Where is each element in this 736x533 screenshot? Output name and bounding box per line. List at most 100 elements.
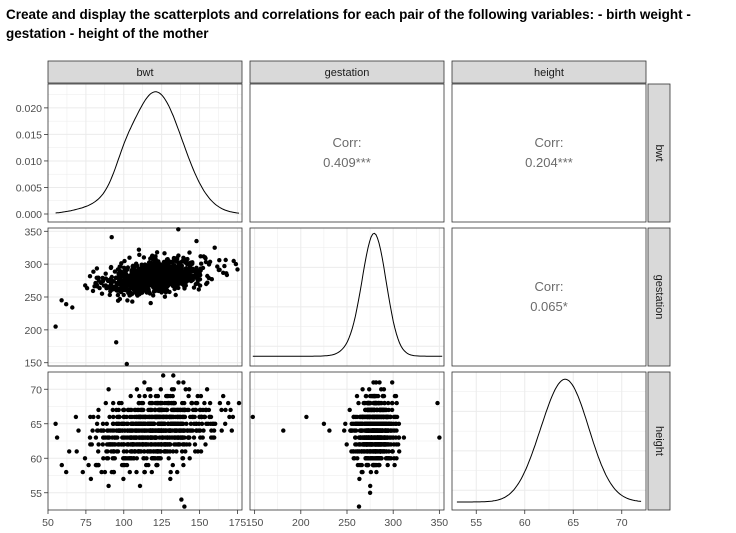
point-height-gestation: [373, 380, 379, 385]
point-gestation-bwt: [190, 275, 196, 281]
point-height-bwt: [228, 407, 233, 413]
point-height-bwt: [221, 393, 226, 399]
point-height-bwt: [141, 456, 147, 461]
point-gestation-bwt: [216, 267, 221, 273]
strip-col-gestation: [249, 60, 445, 84]
point-height-bwt: [110, 435, 115, 440]
point-height-bwt: [129, 456, 134, 461]
point-height-bwt: [140, 414, 145, 420]
point-height-bwt: [128, 393, 133, 399]
point-height-bwt: [53, 421, 58, 426]
point-height-bwt: [111, 421, 116, 426]
point-gestation-bwt: [194, 276, 200, 281]
point-height-gestation: [389, 400, 395, 406]
strip-col-label: bwt: [136, 67, 153, 79]
point-height-gestation: [385, 462, 390, 468]
point-height-gestation: [372, 393, 377, 399]
point-height-bwt: [121, 456, 127, 461]
point-gestation-bwt: [201, 254, 206, 259]
point-gestation-bwt: [94, 266, 100, 271]
point-gestation-bwt: [191, 285, 197, 290]
point-height-bwt: [116, 421, 121, 426]
point-gestation-bwt: [122, 267, 128, 272]
point-height-bwt: [223, 421, 228, 426]
point-gestation-bwt: [128, 280, 134, 285]
point-height-bwt: [157, 435, 162, 440]
strip-row-label: gestation: [653, 275, 665, 320]
point-height-bwt: [124, 449, 129, 454]
corr-label: Corr:: [535, 135, 564, 150]
point-height-bwt: [76, 428, 81, 433]
point-height-bwt: [207, 414, 212, 420]
point-height-bwt: [197, 407, 203, 413]
point-height-bwt: [59, 462, 64, 468]
point-height-bwt: [82, 456, 88, 461]
point-height-gestation: [374, 414, 379, 420]
point-gestation-bwt: [150, 279, 155, 284]
point-gestation-bwt: [138, 268, 143, 274]
point-gestation-bwt: [117, 276, 123, 282]
point-height-bwt: [133, 407, 138, 413]
point-height-bwt: [115, 449, 121, 454]
point-gestation-bwt: [146, 280, 151, 285]
point-gestation-bwt: [145, 275, 150, 281]
point-height-gestation: [281, 428, 286, 433]
point-height-gestation: [392, 462, 397, 468]
point-height-gestation: [364, 456, 369, 461]
point-height-gestation: [360, 469, 365, 475]
point-gestation-bwt: [187, 273, 192, 278]
point-gestation-bwt: [131, 275, 137, 280]
point-height-gestation: [373, 435, 379, 440]
point-gestation-bwt: [136, 247, 142, 252]
point-gestation-bwt: [151, 289, 157, 294]
point-height-gestation: [376, 442, 381, 447]
point-gestation-bwt: [90, 288, 96, 294]
point-height-gestation: [366, 462, 371, 468]
point-height-bwt: [219, 407, 224, 413]
point-height-bwt: [149, 421, 154, 426]
point-gestation-bwt: [190, 269, 195, 274]
point-height-bwt: [129, 449, 134, 454]
point-height-bwt: [190, 407, 196, 413]
point-gestation-bwt: [162, 294, 168, 299]
point-height-bwt: [142, 380, 147, 385]
y-tick-label: 0.000: [16, 209, 42, 221]
point-height-gestation: [381, 421, 387, 426]
point-gestation-bwt: [231, 258, 236, 264]
point-height-gestation: [372, 449, 378, 454]
point-gestation-bwt: [112, 269, 118, 274]
point-height-gestation: [376, 462, 382, 468]
point-height-bwt: [204, 387, 210, 392]
x-tick-label: 100: [115, 517, 133, 529]
point-height-bwt: [136, 428, 142, 433]
x-tick-label: 150: [246, 517, 264, 529]
point-height-bwt: [180, 400, 185, 406]
point-height-bwt: [127, 414, 133, 420]
point-height-gestation: [356, 421, 362, 426]
point-gestation-bwt: [194, 269, 199, 274]
point-height-gestation: [250, 414, 255, 420]
point-height-bwt: [141, 421, 146, 426]
point-height-bwt: [168, 469, 173, 475]
point-height-gestation: [374, 407, 380, 413]
point-height-bwt: [88, 414, 93, 420]
point-gestation-bwt: [83, 283, 88, 288]
point-gestation-bwt: [179, 279, 185, 284]
point-height-bwt: [178, 421, 183, 426]
point-gestation-bwt: [126, 288, 132, 293]
point-height-bwt: [197, 414, 202, 420]
point-height-bwt: [195, 393, 200, 399]
point-gestation-bwt: [104, 286, 109, 291]
point-height-bwt: [91, 414, 96, 420]
density-curve-gestation: [252, 232, 443, 357]
point-height-bwt: [94, 421, 100, 426]
point-gestation-bwt: [156, 278, 161, 283]
point-height-gestation: [382, 400, 387, 406]
point-height-bwt: [173, 414, 178, 420]
point-height-bwt: [217, 400, 223, 406]
y-tick-label: 0.015: [16, 129, 42, 141]
x-tick-label: 350: [431, 517, 449, 529]
point-height-bwt: [177, 414, 182, 420]
point-height-bwt: [168, 428, 173, 433]
y-tick-label: 150: [24, 358, 42, 370]
